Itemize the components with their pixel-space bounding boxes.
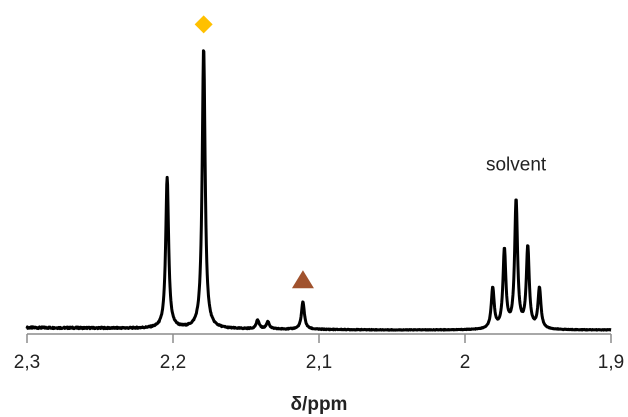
triangle-marker-icon bbox=[291, 270, 314, 289]
solvent-label: solvent bbox=[486, 154, 547, 175]
spectrum-line bbox=[25, 49, 613, 332]
x-axis-title: δ/ppm bbox=[291, 394, 348, 415]
x-tick-label: 2,3 bbox=[14, 352, 40, 373]
spectrum-layer bbox=[25, 49, 613, 332]
x-tick-label: 2 bbox=[460, 352, 471, 373]
diamond-marker-icon bbox=[194, 15, 213, 34]
x-axis: 2,3 2,2 2,1 2 1,9 δ/ppm bbox=[14, 333, 624, 415]
x-tick-label: 2,1 bbox=[306, 352, 332, 373]
x-tick-label: 1,9 bbox=[598, 352, 624, 373]
annotation-layer: solvent bbox=[194, 15, 547, 289]
x-tick-label: 2,2 bbox=[160, 352, 186, 373]
